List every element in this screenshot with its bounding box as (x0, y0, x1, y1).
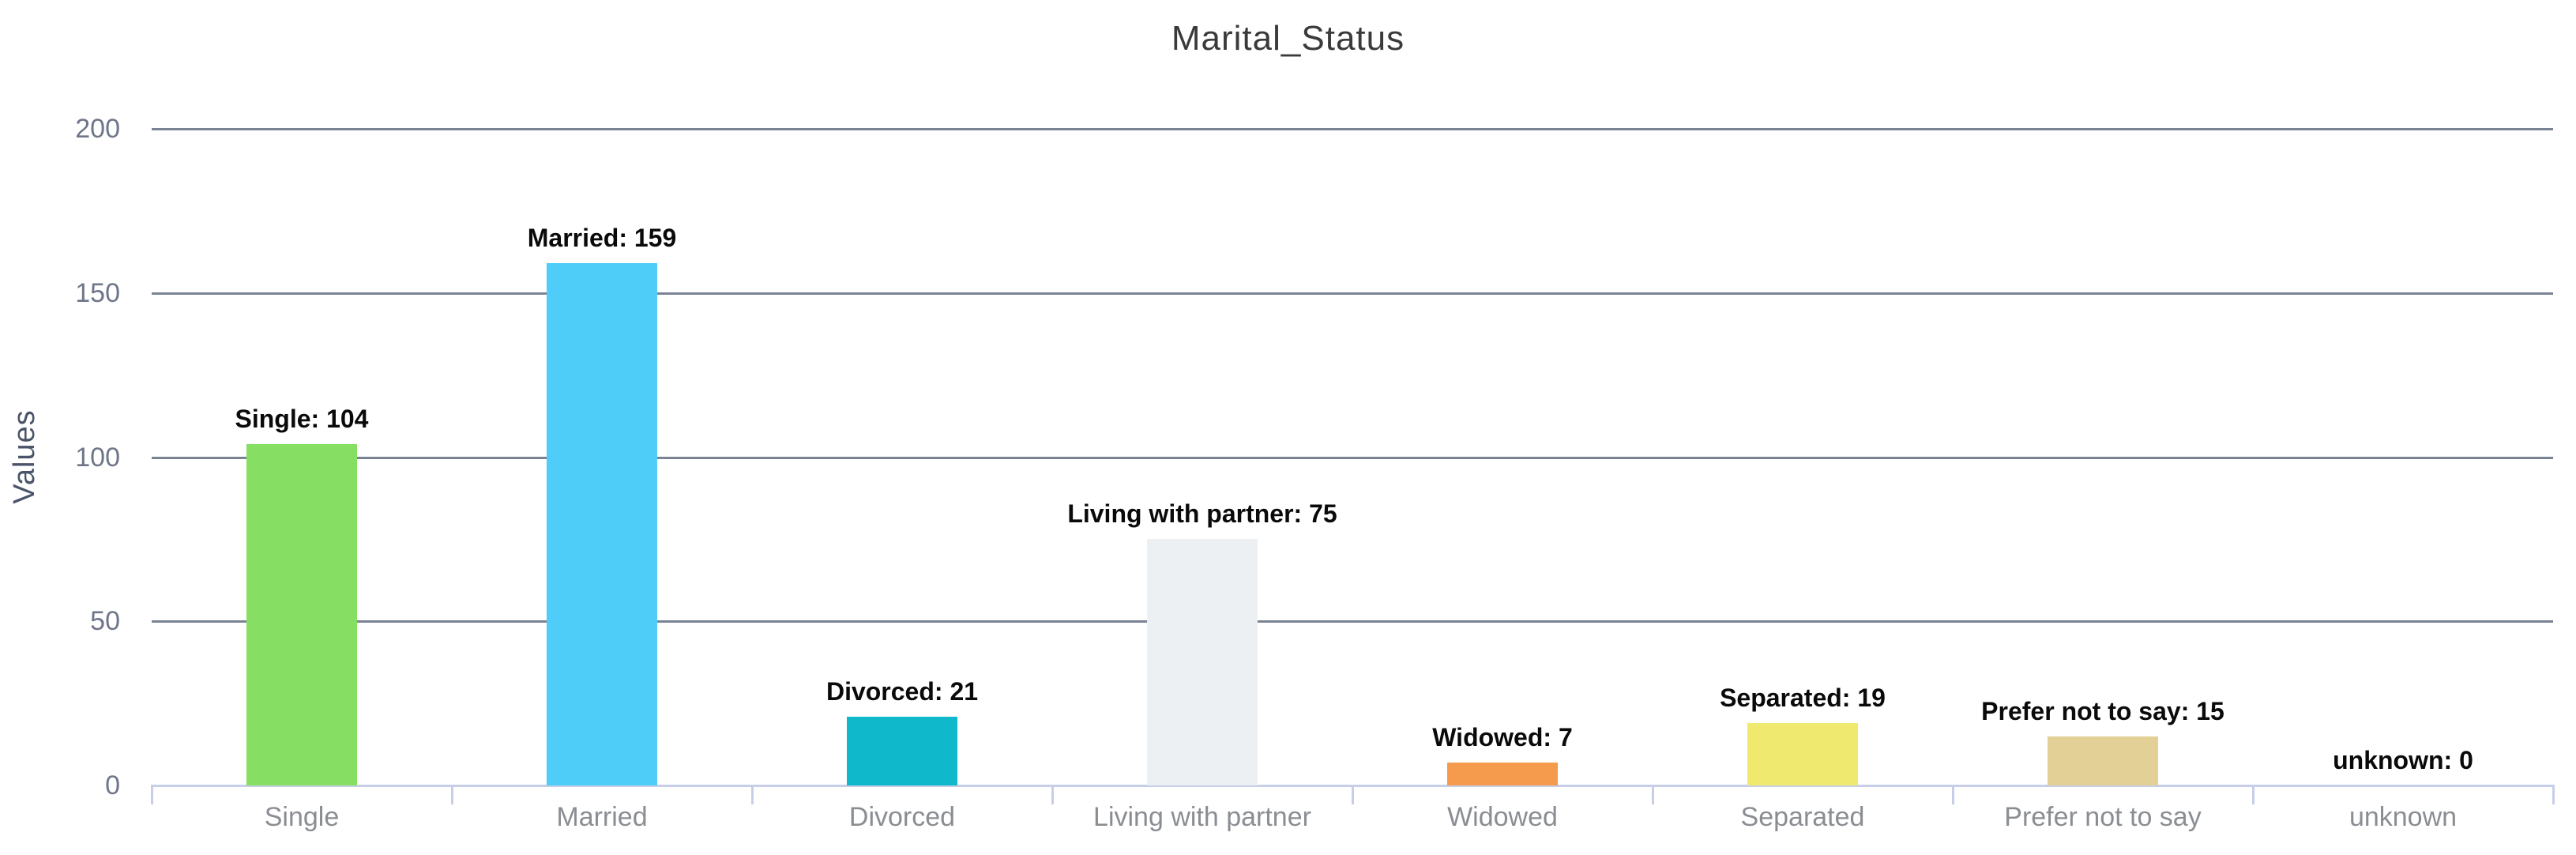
gridline-200 (152, 128, 2553, 130)
x-category-label: Separated (1740, 802, 1865, 832)
x-category-label: Married (556, 802, 648, 832)
x-axis-tick (751, 785, 754, 804)
x-category-label: unknown (2348, 802, 2458, 832)
x-category-label: Widowed (1447, 802, 1558, 832)
gridline-100 (152, 457, 2553, 459)
bar-value-label: Single: 104 (235, 405, 369, 433)
x-category-label: Divorced (848, 802, 956, 832)
bar-married (547, 263, 657, 785)
y-tick-label-150: 150 (75, 278, 120, 308)
bar-prefer-not-to-say (2048, 736, 2158, 785)
bar-living-with-partner (1147, 539, 1258, 785)
y-tick-label-200: 200 (75, 114, 120, 144)
x-axis-tick (2252, 785, 2254, 804)
x-axis-tick (151, 785, 153, 804)
bar-divorced (847, 717, 957, 785)
y-tick-label-100: 100 (75, 443, 120, 473)
bar-widowed (1447, 763, 1558, 785)
gridline-50 (152, 620, 2553, 623)
bar-separated (1747, 723, 1858, 785)
x-axis-tick (2552, 785, 2555, 804)
x-category-label: Living with partner (1093, 802, 1311, 832)
gridline-150 (152, 292, 2553, 295)
y-tick-label-50: 50 (90, 606, 120, 636)
x-axis-tick (1952, 785, 1954, 804)
bar-value-label: unknown: 0 (2333, 746, 2473, 774)
bar-value-label: Living with partner: 75 (1067, 499, 1337, 528)
y-tick-label-0: 0 (105, 770, 120, 800)
bar-single (246, 444, 357, 785)
bar-value-label: Divorced: 21 (825, 677, 979, 706)
x-axis-tick (1051, 785, 1054, 804)
x-axis-tick (451, 785, 453, 804)
x-axis-tick (1352, 785, 1354, 804)
x-axis-tick (1652, 785, 1654, 804)
x-category-label: Prefer not to say (2004, 802, 2202, 832)
x-category-label: Single (264, 802, 340, 832)
bar-value-label: Separated: 19 (1720, 684, 1886, 712)
chart-title: Marital_Status (1171, 19, 1405, 58)
bar-value-label: Married: 159 (527, 224, 677, 252)
bar-value-label: Prefer not to say: 15 (1981, 697, 2224, 725)
bar-value-label: Widowed: 7 (1432, 723, 1573, 751)
